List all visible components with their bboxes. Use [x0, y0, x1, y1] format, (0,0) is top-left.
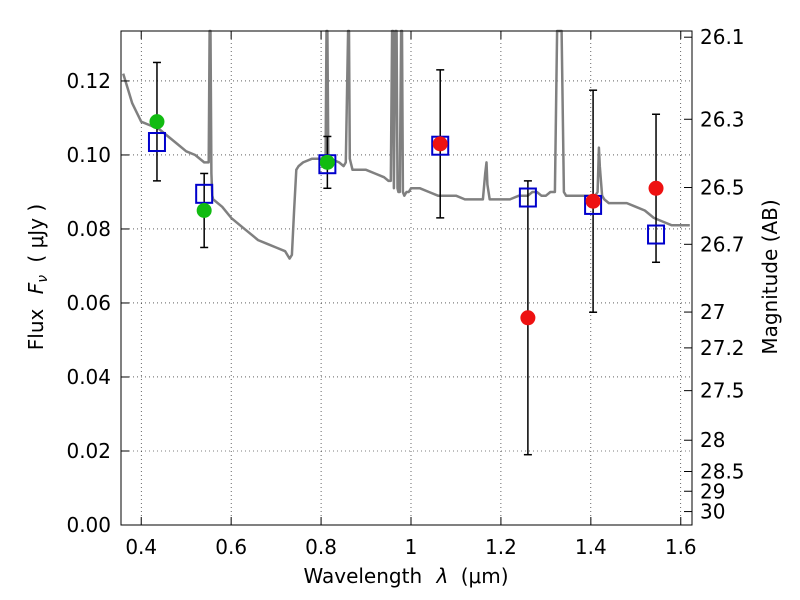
observed-point-green	[149, 114, 165, 130]
x-label-text: Wavelength	[303, 564, 422, 588]
observed-point-green	[319, 154, 335, 170]
x-label-unit: (μm)	[461, 564, 509, 588]
observed-point-red	[585, 193, 601, 209]
y2-tick-label: 27.2	[700, 336, 745, 360]
observed-points	[149, 114, 664, 326]
y-axis-label: Flux Fν ( μJy )	[24, 204, 52, 350]
x-tick-label: 1.4	[575, 535, 607, 559]
y2-tick-label: 26.1	[700, 25, 745, 49]
x-tick-label: 1.2	[485, 535, 517, 559]
model-spectrum	[122, 29, 690, 260]
grid	[121, 31, 692, 526]
model-boxes	[147, 132, 666, 245]
y2-tick-label: 27	[700, 300, 725, 324]
y-label-subscript: ν	[35, 275, 51, 283]
spectrum-line	[122, 29, 690, 260]
x-tick-label: 0.6	[215, 535, 247, 559]
y2-axis-label: Magnitude (AB)	[758, 199, 782, 354]
observed-point-red	[432, 136, 448, 152]
y-tick-label: 0.00	[66, 513, 111, 537]
y-tick-label: 0.10	[66, 143, 111, 167]
model-box	[518, 187, 537, 208]
model-box	[647, 224, 666, 245]
model-box	[147, 132, 166, 153]
y-tick-label: 0.04	[66, 365, 111, 389]
y-label-text: Flux	[24, 308, 48, 350]
x-label-symbol: λ	[436, 564, 449, 588]
y-tick-label: 0.12	[66, 69, 111, 93]
y2-tick-label: 30	[700, 500, 725, 524]
y2-tick-label: 26.7	[700, 232, 745, 256]
x-axis-label: Wavelength λ (μm)	[303, 564, 508, 588]
x-tick-label: 1.6	[665, 535, 697, 559]
plot-frame	[120, 30, 693, 526]
model-box	[195, 183, 214, 204]
y-tick-label: 0.08	[66, 217, 111, 241]
y-label-symbol: F	[24, 282, 48, 294]
x-tick-label: 1	[405, 535, 418, 559]
y-tick-label: 0.02	[66, 439, 111, 463]
y2-tick-label: 27.5	[700, 379, 745, 403]
y2-tick-label: 28	[700, 428, 725, 452]
y-tick-label: 0.06	[66, 291, 111, 315]
y2-tick-label: 29	[700, 479, 725, 503]
y2-tick-label: 26.3	[700, 107, 745, 131]
observed-point-red	[648, 180, 664, 196]
error-bars	[152, 61, 661, 456]
x-tick-label: 0.4	[125, 535, 157, 559]
y-axis: 0.00 0.02 0.04 0.06 0.08 0.10 0.12	[66, 69, 129, 537]
x-axis: 0.4 0.6 0.8 1 1.2 1.4 1.6	[125, 31, 697, 559]
x-tick-label: 0.8	[305, 535, 337, 559]
observed-point-red	[520, 310, 536, 326]
y-label-unit: ( μJy )	[24, 204, 48, 263]
y2-tick-label: 28.5	[700, 460, 745, 484]
y2-tick-label: 26.5	[700, 176, 745, 200]
observed-point-green	[196, 202, 212, 218]
